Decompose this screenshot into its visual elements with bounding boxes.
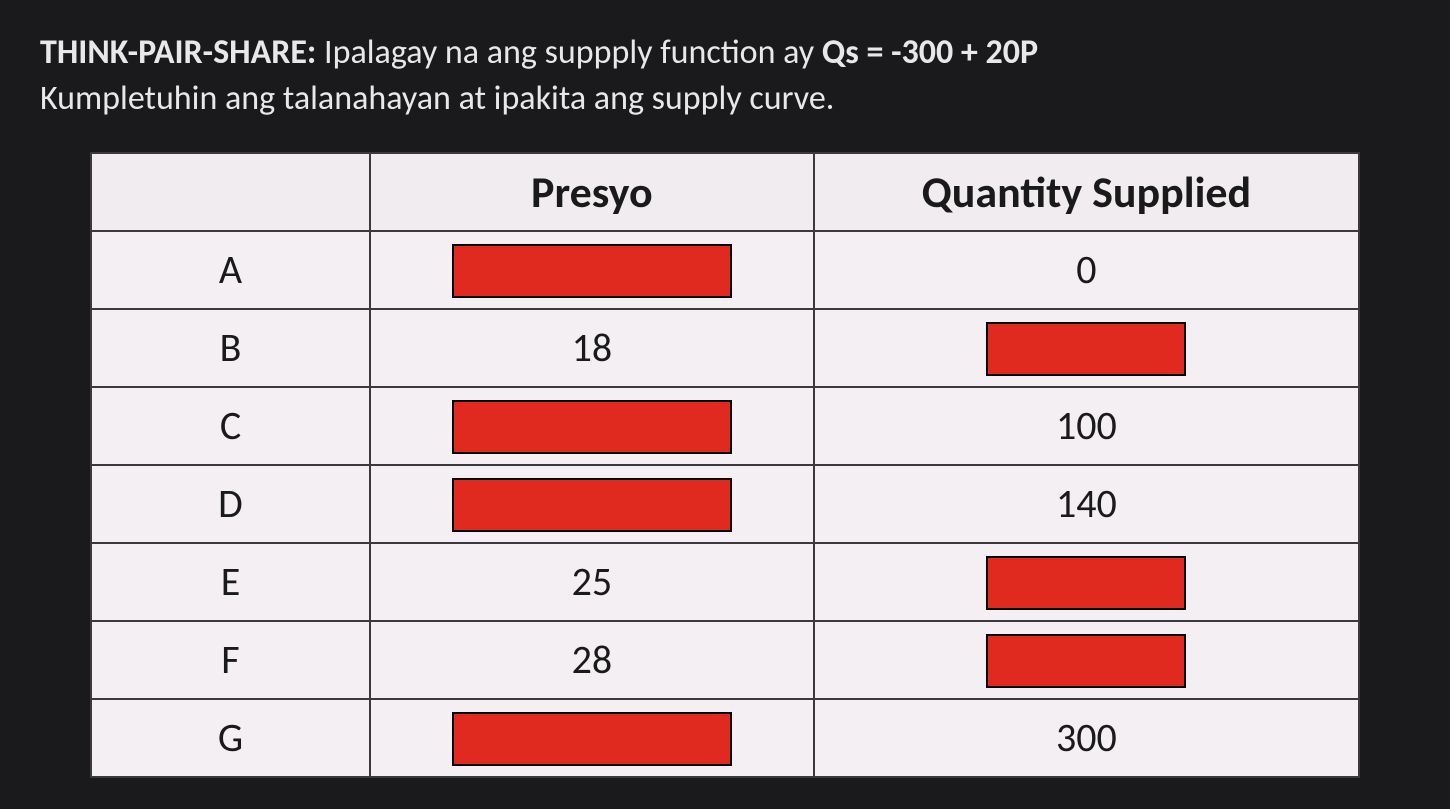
heading-lead: THINK-PAIR-SHARE:: [40, 32, 316, 73]
qty-cell: [814, 621, 1359, 699]
row-label: C: [91, 387, 370, 465]
table-header-row: Presyo Quantity Supplied: [91, 153, 1359, 231]
supply-table-wrap: Presyo Quantity Supplied A0B18C100D140E2…: [90, 152, 1360, 778]
presyo-cell: 28: [370, 621, 814, 699]
col-header-presyo: Presyo: [370, 153, 814, 231]
answer-blank: [986, 556, 1186, 610]
qty-cell: [814, 309, 1359, 387]
qty-cell: 140: [814, 465, 1359, 543]
table-body: A0B18C100D140E25F28G300: [91, 231, 1359, 777]
table-row: G 300: [91, 699, 1359, 777]
heading-body: Ipalagay na ang suppply function ay: [324, 32, 814, 73]
table-row: C 100: [91, 387, 1359, 465]
heading-line2: Kumpletuhin ang talanahayan at ipakita a…: [40, 78, 834, 119]
answer-blank: [452, 712, 732, 766]
presyo-cell: 18: [370, 309, 814, 387]
row-label: D: [91, 465, 370, 543]
answer-blank: [452, 244, 732, 298]
presyo-cell: [370, 465, 814, 543]
presyo-cell: [370, 387, 814, 465]
row-label: E: [91, 543, 370, 621]
supply-table: Presyo Quantity Supplied A0B18C100D140E2…: [90, 152, 1360, 778]
heading-formula: Qs = -300 + 20P: [822, 32, 1038, 73]
row-label: B: [91, 309, 370, 387]
table-row: F28: [91, 621, 1359, 699]
qty-cell: 0: [814, 231, 1359, 309]
table-row: B18: [91, 309, 1359, 387]
row-label: F: [91, 621, 370, 699]
qty-cell: 100: [814, 387, 1359, 465]
row-label: G: [91, 699, 370, 777]
table-row: E25: [91, 543, 1359, 621]
presyo-cell: [370, 699, 814, 777]
presyo-cell: [370, 231, 814, 309]
answer-blank: [452, 400, 732, 454]
qty-cell: [814, 543, 1359, 621]
answer-blank: [986, 322, 1186, 376]
qty-cell: 300: [814, 699, 1359, 777]
answer-blank: [986, 634, 1186, 688]
table-row: D 140: [91, 465, 1359, 543]
slide-heading: THINK-PAIR-SHARE: Ipalagay na ang supppl…: [40, 30, 1410, 122]
table-row: A0: [91, 231, 1359, 309]
presyo-cell: 25: [370, 543, 814, 621]
answer-blank: [452, 478, 732, 532]
col-header-blank: [91, 153, 370, 231]
row-label: A: [91, 231, 370, 309]
col-header-qty: Quantity Supplied: [814, 153, 1359, 231]
